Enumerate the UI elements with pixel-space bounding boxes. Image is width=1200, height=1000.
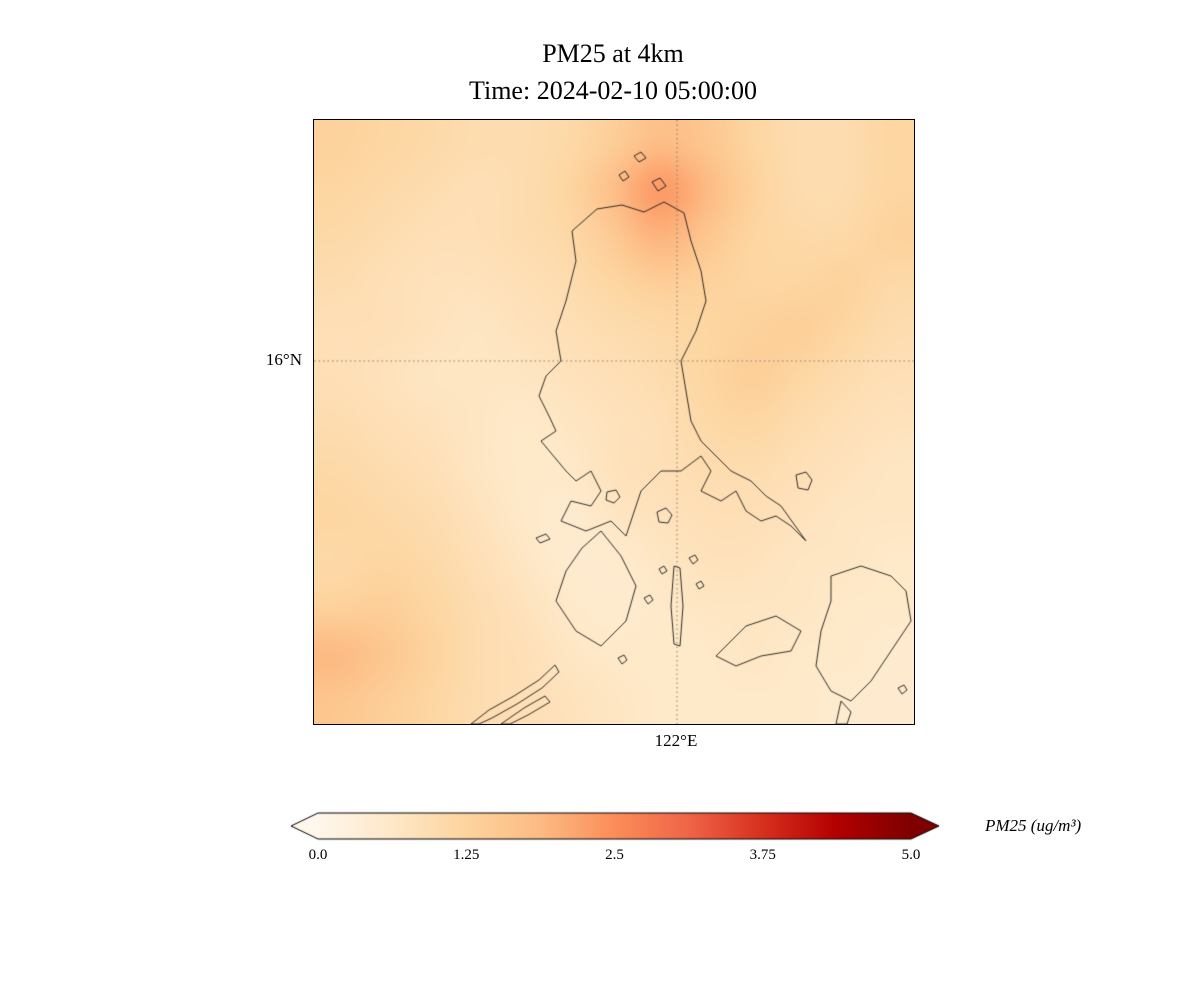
title-line-time: Time: 2024-02-10 05:00:00 xyxy=(469,75,757,105)
colorbar-tick-label: 2.5 xyxy=(605,847,624,863)
colorbar-tick-labels: 0.0 1.25 2.5 3.75 5.0 xyxy=(290,847,940,867)
colorbar-tick-label: 3.75 xyxy=(749,847,776,863)
title-line-variable: PM25 at 4km xyxy=(542,39,684,68)
pm25-heatmap-canvas xyxy=(314,120,914,724)
colorbar-label: PM25 (ug/m³) xyxy=(985,816,1082,835)
map-panel xyxy=(313,119,915,725)
colorbar-canvas xyxy=(290,810,940,842)
x-tick-label-122E: 122°E xyxy=(654,731,698,750)
y-tick-label-16N: 16°N xyxy=(265,350,302,369)
colorbar xyxy=(290,810,940,842)
colorbar-tick-label: 5.0 xyxy=(901,847,921,863)
colorbar-tick-label: 0.0 xyxy=(308,847,328,863)
colorbar-tick-label: 1.25 xyxy=(453,847,480,863)
chart-title: PM25 at 4km Time: 2024-02-10 05:00:00 xyxy=(313,36,913,110)
